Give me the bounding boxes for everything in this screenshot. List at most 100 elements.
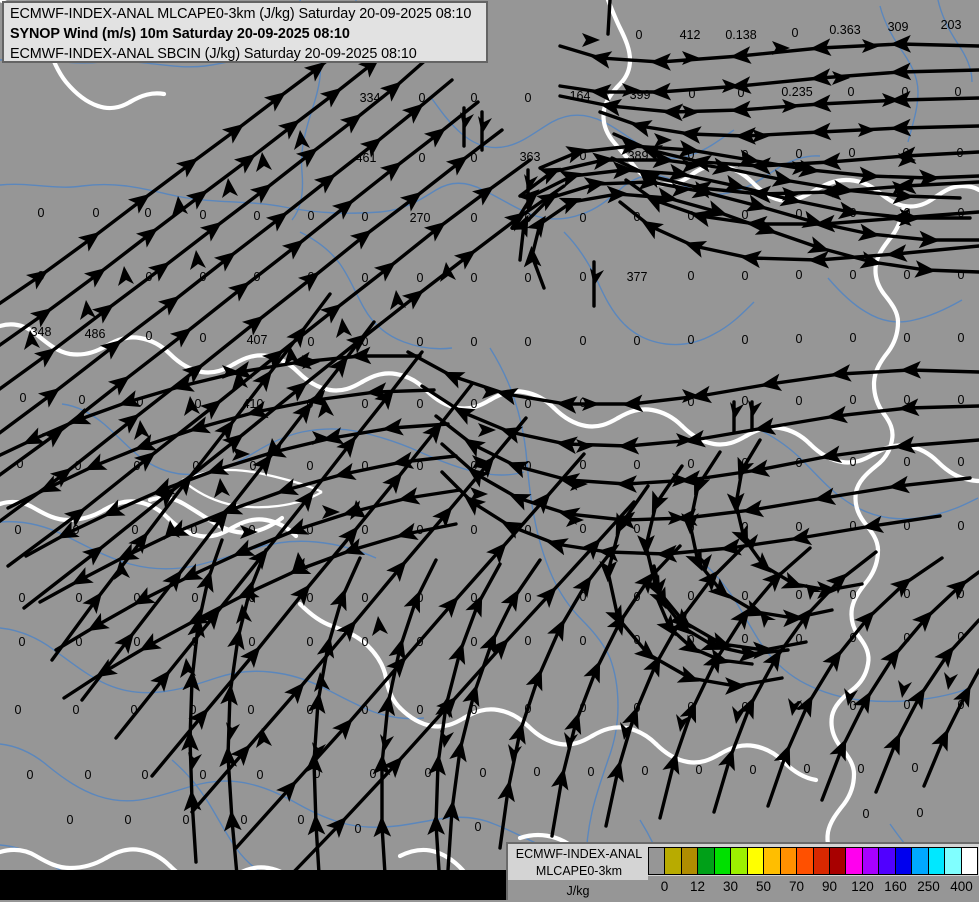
title-line-cin: ECMWF-INDEX-ANAL SBCIN (J/kg) Saturday 2… xyxy=(10,46,417,62)
station-value: 0 xyxy=(687,457,695,471)
station-value: 0 xyxy=(579,701,587,715)
station-value: 0 xyxy=(916,806,924,820)
station-value: 0 xyxy=(75,591,83,605)
legend-swatch-12[interactable] xyxy=(846,848,863,874)
station-value: 0 xyxy=(72,523,80,537)
legend-swatch-4[interactable] xyxy=(714,848,732,874)
station-value: 0 xyxy=(145,329,153,343)
station-value: 0 xyxy=(194,397,202,411)
station-value: 0 xyxy=(911,761,919,775)
station-value: 0 xyxy=(66,813,74,827)
legend-swatch-2[interactable] xyxy=(681,848,699,874)
legend-tick-120: 120 xyxy=(851,879,874,894)
station-value: 0 xyxy=(297,813,305,827)
legend-swatch-16[interactable] xyxy=(912,848,929,874)
station-value: 0 xyxy=(741,632,749,646)
legend-tick-30: 30 xyxy=(722,879,739,894)
station-value: 0 xyxy=(470,635,478,649)
station-value: 0 xyxy=(470,591,478,605)
station-value: 0 xyxy=(795,632,803,646)
station-value: 334 xyxy=(359,91,381,105)
station-value: 0 xyxy=(957,519,965,533)
station-value: 0 xyxy=(641,764,649,778)
station-value: 0 xyxy=(524,335,532,349)
station-value: 0 xyxy=(37,206,45,220)
station-value: 0 xyxy=(687,395,695,409)
station-value: 0 xyxy=(741,394,749,408)
legend-swatch-5[interactable] xyxy=(731,848,748,874)
station-value: 0 xyxy=(849,699,857,713)
legend-swatch-18[interactable] xyxy=(945,848,962,874)
station-value: 0 xyxy=(18,591,26,605)
station-value: 0 xyxy=(687,700,695,714)
station-value: 0 xyxy=(687,521,695,535)
station-value: 0 xyxy=(416,335,424,349)
legend-swatch-0[interactable] xyxy=(649,848,666,874)
station-value: 0 xyxy=(635,28,643,42)
station-value: 0 xyxy=(361,335,369,349)
station-value: 0 xyxy=(307,335,315,349)
station-value: 0 xyxy=(524,634,532,648)
legend-swatch-14[interactable] xyxy=(879,848,896,874)
title-panel: ECMWF-INDEX-ANAL MLCAPE0-3km (J/kg) Satu… xyxy=(2,1,488,63)
station-value: 0 xyxy=(470,397,478,411)
station-value: 0 xyxy=(903,206,911,220)
station-value: 399 xyxy=(629,88,651,102)
legend-swatch-19[interactable] xyxy=(961,848,978,874)
legend-tick-90: 90 xyxy=(821,879,838,894)
station-value: 0 xyxy=(579,458,587,472)
station-value: 0 xyxy=(306,703,314,717)
station-value: 0 xyxy=(847,85,855,99)
station-value: 0 xyxy=(418,151,426,165)
title-line-cape: ECMWF-INDEX-ANAL MLCAPE0-3km (J/kg) Satu… xyxy=(10,6,472,22)
station-value: 0 xyxy=(957,393,965,407)
station-value: 0 xyxy=(579,522,587,536)
station-value: 377 xyxy=(626,270,648,284)
station-value: 0 xyxy=(306,591,314,605)
legend-swatch-13[interactable] xyxy=(862,848,880,874)
legend-swatch-1[interactable] xyxy=(665,848,682,874)
color-scale-legend: ECMWF-INDEX-ANAL MLCAPE0-3km J/kg 0 12 30 5… xyxy=(506,842,979,902)
legend-swatch-6[interactable] xyxy=(747,848,765,874)
station-value: 0 xyxy=(14,523,22,537)
station-value: 0 xyxy=(306,523,314,537)
station-value: 0 xyxy=(633,633,641,647)
station-value: 0 xyxy=(182,813,190,827)
station-value: 0 xyxy=(124,813,132,827)
legend-swatch-9[interactable] xyxy=(797,848,814,874)
station-value: 0 xyxy=(741,269,749,283)
station-value: 0 xyxy=(253,270,261,284)
station-value: 0 xyxy=(687,633,695,647)
legend-swatch-7[interactable] xyxy=(764,848,781,874)
legend-swatch-8[interactable] xyxy=(780,848,798,874)
legend-swatch-11[interactable] xyxy=(829,848,847,874)
legend-color-swatches[interactable] xyxy=(648,847,978,875)
station-value: 0 xyxy=(307,270,315,284)
station-value: 0 xyxy=(903,587,911,601)
legend-swatch-15[interactable] xyxy=(895,848,913,874)
station-value: 0 xyxy=(579,634,587,648)
title-line-wind: SYNOP Wind (m/s) 10m Saturday 20-09-2025… xyxy=(10,26,350,42)
station-value: 0 xyxy=(587,765,595,779)
legend-tick-400: 400 xyxy=(950,879,973,894)
station-value: 0 xyxy=(424,766,432,780)
station-value: 0 xyxy=(306,635,314,649)
legend-field-label: MLCAPE0-3km xyxy=(535,864,623,878)
station-value: 0 xyxy=(901,85,909,99)
legend-swatch-10[interactable] xyxy=(813,848,830,874)
station-value: 0 xyxy=(191,591,199,605)
station-value: 0 xyxy=(524,591,532,605)
station-value: 0 xyxy=(688,87,696,101)
station-value: 0 xyxy=(131,523,139,537)
station-value: 0 xyxy=(16,457,24,471)
legend-tick-250: 250 xyxy=(917,879,940,894)
station-value: 0 xyxy=(136,395,144,409)
station-value: 0 xyxy=(957,455,965,469)
station-value: 0 xyxy=(361,210,369,224)
station-value: 0 xyxy=(741,148,749,162)
legend-swatch-17[interactable] xyxy=(928,848,946,874)
legend-swatch-3[interactable] xyxy=(698,848,715,874)
